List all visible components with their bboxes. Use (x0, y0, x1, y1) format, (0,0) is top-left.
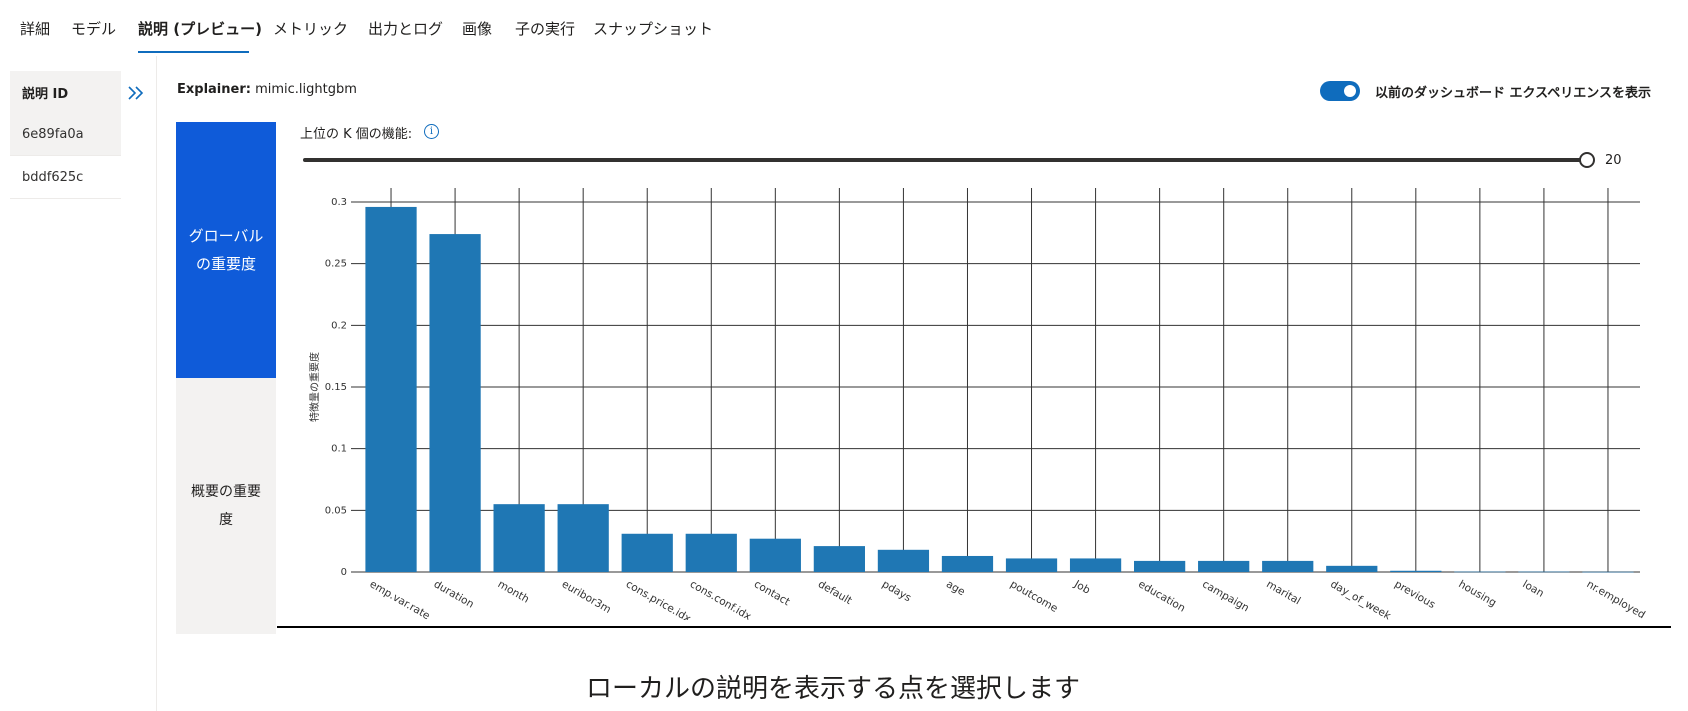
tab-child-runs[interactable]: 子の実行 (515, 20, 576, 38)
x-tick-label: campaign (1200, 578, 1251, 614)
explanation-id-header: 説明 ID (10, 71, 121, 113)
bar (1390, 570, 1442, 572)
bar (365, 206, 417, 572)
bar (1134, 560, 1186, 572)
bar (1069, 558, 1122, 572)
legacy-dashboard-toggle-label: 以前のダッシュボード エクスペリエンスを表示 (1375, 86, 1651, 101)
x-tick-label: day_of_week (1328, 578, 1393, 620)
explanation-id-list: 説明 ID 6e89fa0a bddf625c (10, 71, 121, 199)
x-tick-label: month (496, 578, 532, 605)
summary-importance-label: 概要の重要度 (191, 484, 261, 528)
x-tick-label: pdays (880, 578, 913, 604)
bar (1198, 560, 1250, 572)
bar (877, 549, 930, 572)
bar (685, 533, 737, 572)
bar (621, 533, 673, 572)
global-importance-pivot[interactable]: グローバルの重要度 (176, 122, 276, 378)
y-tick-label: 0.3 (331, 197, 347, 208)
x-tick-label: duration (432, 578, 476, 610)
y-tick-label: 0.2 (331, 320, 347, 331)
tab-models[interactable]: モデル (71, 20, 117, 38)
x-tick-label: poutcome (1008, 578, 1060, 615)
explainer-info: Explainer: mimic.lightgbm (177, 82, 357, 97)
local-explanation-prompt: ローカルの説明を表示する点を選択します (0, 668, 1688, 705)
top-k-slider-track[interactable] (303, 158, 1589, 162)
x-tick-label: euribor3m (560, 578, 613, 616)
tab-outputs-logs[interactable]: 出力とログ (368, 20, 444, 38)
info-icon[interactable]: i (424, 124, 439, 139)
tab-metrics[interactable]: メトリック (273, 20, 349, 38)
x-tick-label: cons.price.idx (624, 578, 693, 620)
x-tick-label: marital (1264, 578, 1302, 607)
chart-bottom-border (277, 626, 1671, 628)
tab-details[interactable]: 詳細 (20, 20, 51, 38)
bar (1005, 558, 1058, 572)
x-tick-label: contact (752, 578, 792, 608)
tab-images[interactable]: 画像 (462, 20, 493, 38)
bar (1518, 571, 1570, 573)
explanation-item[interactable]: 6e89fa0a (10, 113, 121, 156)
tab-snapshot[interactable]: スナップショット (593, 20, 714, 38)
bar (1582, 571, 1634, 573)
bar (557, 504, 609, 572)
x-tick-label: Job (1071, 578, 1092, 597)
x-tick-label: loan (1520, 578, 1545, 600)
bar (749, 538, 801, 572)
bar (1326, 565, 1378, 572)
x-tick-label: emp.var.rate (368, 578, 432, 620)
top-k-label: 上位の K 個の機能: (300, 127, 413, 142)
toggle-knob (1344, 85, 1356, 97)
explainer-value: mimic.lightgbm (255, 82, 357, 97)
top-k-slider-thumb[interactable] (1579, 152, 1595, 168)
bar (813, 546, 865, 572)
bar (429, 234, 481, 573)
bar (1454, 571, 1506, 573)
y-axis-label: 特徴量の重要度 (308, 352, 321, 422)
top-k-value: 20 (1605, 153, 1622, 168)
legacy-dashboard-toggle[interactable] (1320, 81, 1360, 101)
x-tick-label: housing (1456, 578, 1498, 609)
y-tick-label: 0 (341, 567, 347, 578)
global-importance-label: グローバルの重要度 (188, 227, 264, 273)
y-tick-label: 0.1 (331, 444, 347, 455)
x-tick-label: age (944, 578, 967, 598)
bar (493, 504, 545, 572)
x-tick-label: previous (1392, 578, 1437, 611)
y-tick-label: 0.05 (325, 505, 347, 516)
feature-importance-chart: 0 0.05 0.1 0.15 0.2 0.25 0.3 emp.var.rate durati… (308, 188, 1647, 620)
local-explanation-prompt-text: ローカルの説明を表示する点を選択します (585, 674, 1080, 704)
tab-explanations[interactable]: 説明 (プレビュー) (138, 20, 262, 38)
y-tick-label: 0.15 (325, 382, 347, 393)
x-tick-label: default (816, 578, 854, 607)
active-tab-indicator (138, 51, 249, 53)
y-tick-label: 0.25 (325, 259, 347, 270)
summary-importance-pivot[interactable]: 概要の重要度 (176, 378, 276, 634)
collapse-panel-icon[interactable] (125, 82, 147, 104)
tab-bar: 詳細 モデル 説明 (プレビュー) メトリック 出力とログ 画像 子の実行 スナ… (0, 0, 1688, 56)
x-tick-label: nr.employed (1584, 578, 1647, 620)
bar (941, 555, 994, 572)
bar (1262, 560, 1314, 572)
explanation-item[interactable]: bddf625c (10, 156, 121, 199)
panel-divider (156, 56, 157, 711)
explainer-label: Explainer: (177, 82, 251, 97)
x-tick-label: education (1136, 578, 1187, 614)
x-tick-label: cons.conf.idx (688, 578, 753, 620)
